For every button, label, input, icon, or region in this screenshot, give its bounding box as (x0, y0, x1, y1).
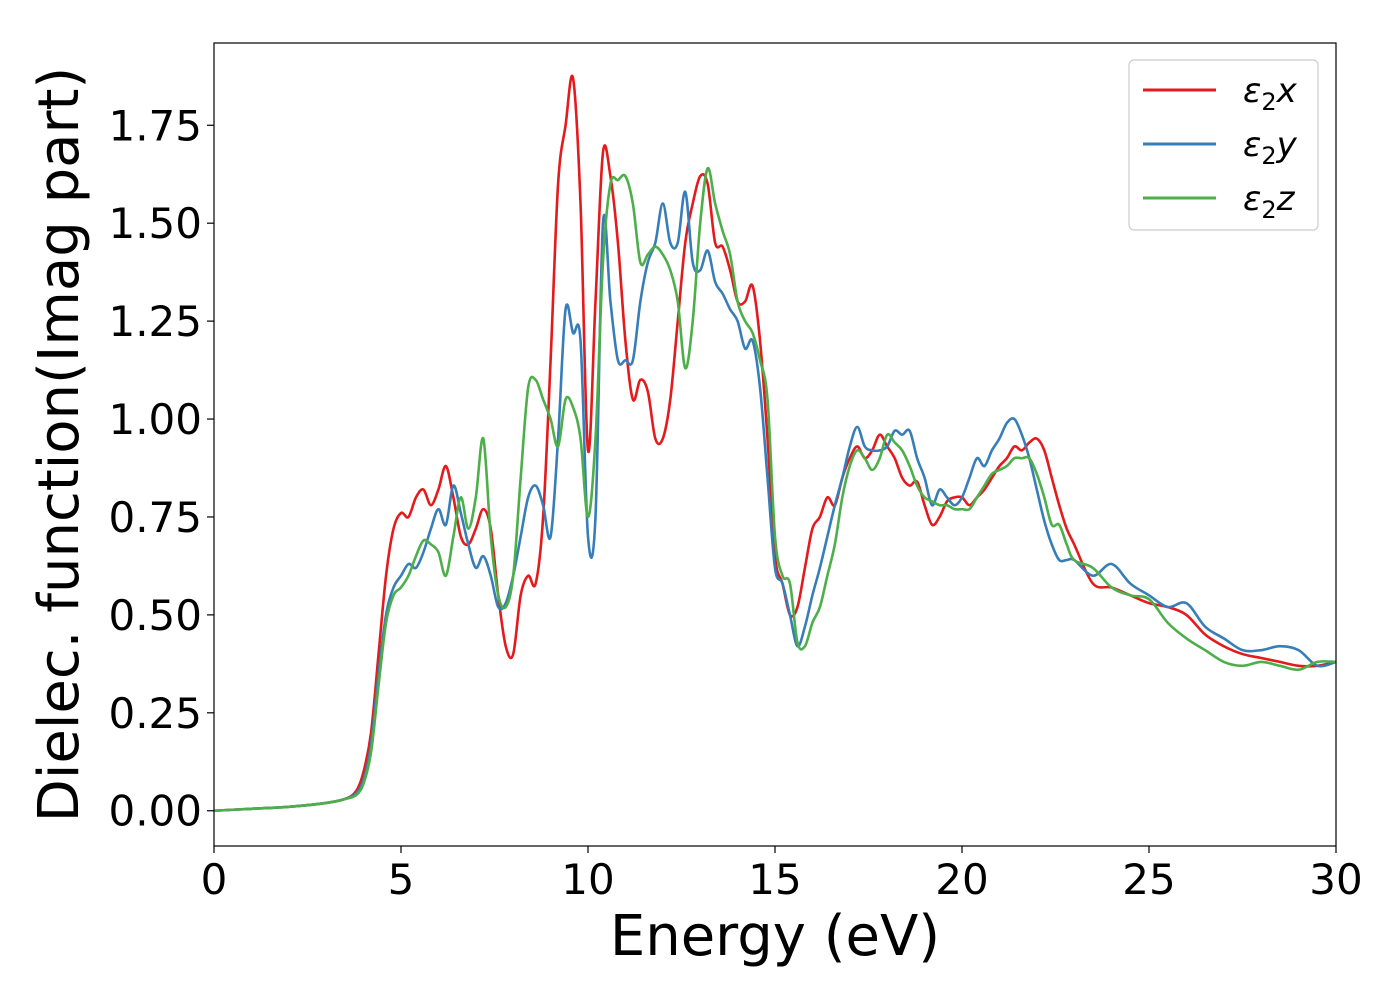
y-tick-label: 1.75 (108, 101, 202, 150)
series-layer (214, 74, 1336, 813)
y-axis-title: Dielec. function(Imag part) (27, 67, 92, 823)
y-tick-label: 1.00 (108, 395, 202, 444)
y-tick-label: 0.75 (108, 493, 202, 542)
x-tick-label: 20 (935, 855, 988, 904)
y-axis: 0.00 0.25 0.50 0.75 1.00 1.25 1.50 1.75 (108, 101, 214, 836)
y-tick-label: 0.50 (108, 591, 202, 640)
legend-box (1128, 59, 1319, 231)
x-tick-label: 10 (561, 855, 614, 904)
series-line-z (214, 167, 1336, 813)
x-axis: 0 5 10 15 20 25 30 (201, 846, 1363, 904)
y-tick-label: 1.50 (108, 199, 202, 248)
legend-label-y: ε2y (1243, 125, 1298, 170)
legend-label-z: ε2z (1243, 179, 1296, 224)
legend-label-x: ε2x (1243, 71, 1298, 116)
x-tick-label: 15 (748, 855, 801, 904)
y-tick-label: 0.00 (108, 787, 202, 836)
legend: ε2x ε2y ε2z (1128, 59, 1319, 231)
x-tick-label: 5 (388, 855, 415, 904)
x-tick-label: 25 (1122, 855, 1175, 904)
x-tick-label: 30 (1309, 855, 1362, 904)
y-tick-label: 1.25 (108, 297, 202, 346)
x-tick-label: 0 (201, 855, 228, 904)
x-axis-title: Energy (eV) (610, 904, 940, 969)
series-line-y (214, 190, 1336, 813)
y-tick-label: 0.25 (108, 689, 202, 738)
